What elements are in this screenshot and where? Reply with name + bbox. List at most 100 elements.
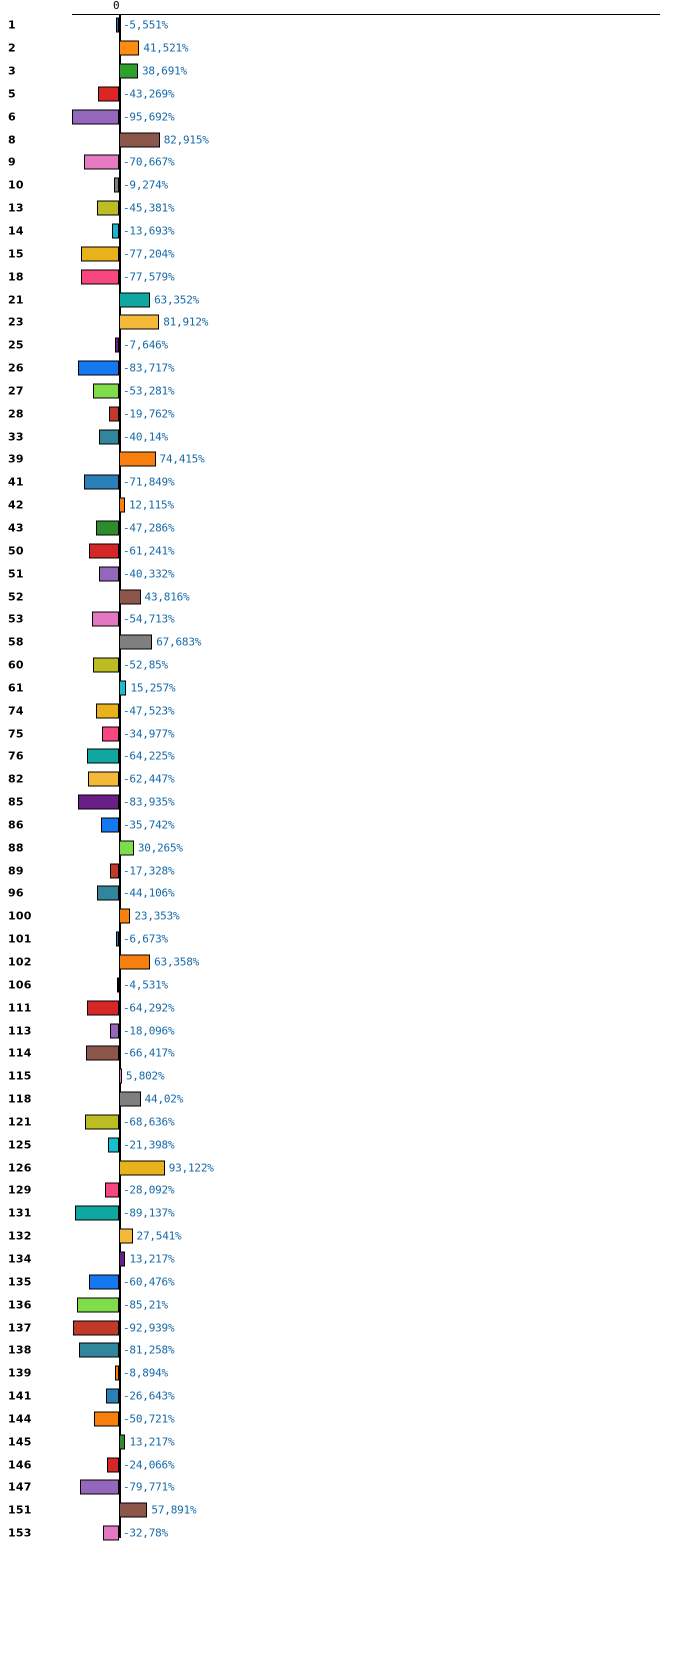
category-label: 53 — [8, 612, 24, 626]
value-bar[interactable] — [101, 726, 119, 742]
value-bar[interactable] — [75, 1205, 119, 1221]
value-bar[interactable] — [119, 908, 131, 924]
chart-row: 3 38,691% — [0, 60, 700, 83]
value-bar[interactable] — [86, 1045, 119, 1061]
bar-area: -47,286% — [0, 517, 700, 540]
value-bar[interactable] — [119, 132, 160, 148]
value-bar[interactable] — [119, 1160, 165, 1176]
value-bar[interactable] — [89, 1274, 119, 1290]
value-label: 44,02% — [144, 1092, 184, 1106]
bar-area: -64,225% — [0, 745, 700, 768]
value-bar[interactable] — [119, 840, 134, 856]
value-label: -4,531% — [123, 978, 168, 992]
value-bar[interactable] — [97, 86, 119, 102]
value-bar[interactable] — [87, 1000, 119, 1016]
category-label: 118 — [8, 1092, 32, 1106]
value-bar[interactable] — [115, 931, 119, 947]
value-bar[interactable] — [84, 154, 119, 170]
value-label: -77,204% — [123, 247, 175, 261]
category-label: 121 — [8, 1115, 32, 1129]
value-bar[interactable] — [119, 1091, 141, 1107]
bar-area: -32,78% — [0, 1522, 700, 1545]
value-bar[interactable] — [115, 337, 119, 353]
value-bar[interactable] — [116, 17, 119, 33]
value-bar[interactable] — [102, 1525, 119, 1541]
value-bar[interactable] — [105, 1388, 119, 1404]
value-bar[interactable] — [94, 1411, 119, 1427]
value-bar[interactable] — [108, 1137, 119, 1153]
value-bar[interactable] — [85, 1114, 119, 1130]
value-bar[interactable] — [81, 246, 119, 262]
value-bar[interactable] — [114, 1365, 119, 1381]
bar-area: -21,398% — [0, 1133, 700, 1156]
value-bar[interactable] — [116, 977, 119, 993]
value-bar[interactable] — [99, 566, 119, 582]
value-bar[interactable] — [119, 589, 141, 605]
value-bar[interactable] — [96, 200, 119, 216]
bar-area: -47,523% — [0, 699, 700, 722]
value-bar[interactable] — [92, 611, 119, 627]
bar-area: -79,771% — [0, 1476, 700, 1499]
value-bar[interactable] — [93, 657, 119, 673]
chart-row: 28 -19,762% — [0, 402, 700, 425]
value-bar[interactable] — [95, 703, 119, 719]
value-bar[interactable] — [107, 1457, 119, 1473]
value-bar[interactable] — [77, 794, 119, 810]
chart-row: 121 -68,636% — [0, 1111, 700, 1134]
value-bar[interactable] — [83, 474, 119, 490]
value-label: -47,523% — [123, 704, 175, 718]
value-bar[interactable] — [119, 680, 127, 696]
value-bar[interactable] — [77, 360, 119, 376]
value-bar[interactable] — [95, 520, 119, 536]
value-bar[interactable] — [87, 748, 119, 764]
value-bar[interactable] — [119, 63, 138, 79]
bar-area: -40,14% — [0, 425, 700, 448]
value-bar[interactable] — [119, 292, 151, 308]
value-bar[interactable] — [77, 1297, 119, 1313]
value-bar[interactable] — [110, 863, 119, 879]
value-bar[interactable] — [79, 1342, 119, 1358]
value-bar[interactable] — [119, 1068, 122, 1084]
value-label: -47,286% — [123, 521, 175, 535]
value-bar[interactable] — [119, 954, 151, 970]
value-bar[interactable] — [110, 1023, 119, 1039]
value-bar[interactable] — [112, 223, 119, 239]
bar-area: 81,912% — [0, 311, 700, 334]
value-bar[interactable] — [79, 1479, 119, 1495]
value-bar[interactable] — [119, 1434, 126, 1450]
value-bar[interactable] — [80, 269, 119, 285]
value-bar[interactable] — [97, 885, 119, 901]
value-bar[interactable] — [105, 1182, 119, 1198]
value-label: 43,816% — [144, 590, 190, 604]
value-bar[interactable] — [99, 429, 119, 445]
bar-area: -77,579% — [0, 265, 700, 288]
value-bar[interactable] — [119, 451, 156, 467]
value-bar[interactable] — [119, 1502, 148, 1518]
value-label: -95,692% — [123, 110, 175, 124]
chart-row: 86 -35,742% — [0, 814, 700, 837]
value-bar[interactable] — [119, 497, 125, 513]
chart-row: 129 -28,092% — [0, 1179, 700, 1202]
value-bar[interactable] — [88, 771, 119, 787]
value-bar[interactable] — [92, 383, 119, 399]
value-bar[interactable] — [119, 1251, 126, 1267]
value-bar[interactable] — [119, 634, 153, 650]
value-bar[interactable] — [101, 817, 119, 833]
value-label: -52,85% — [123, 658, 168, 672]
value-bar[interactable] — [114, 177, 119, 193]
value-bar[interactable] — [88, 543, 119, 559]
chart-row: 82 -62,447% — [0, 768, 700, 791]
chart-row: 43 -47,286% — [0, 517, 700, 540]
value-label: -13,693% — [123, 224, 175, 238]
chart-row: 50 -61,241% — [0, 539, 700, 562]
category-label: 8 — [8, 133, 16, 147]
category-label: 76 — [8, 749, 24, 763]
bar-area: -60,476% — [0, 1270, 700, 1293]
value-bar[interactable] — [72, 109, 119, 125]
value-bar[interactable] — [119, 314, 160, 330]
value-bar[interactable] — [119, 1228, 133, 1244]
value-bar[interactable] — [109, 406, 119, 422]
value-bar[interactable] — [73, 1320, 119, 1336]
chart-row: 138 -81,258% — [0, 1339, 700, 1362]
value-bar[interactable] — [119, 40, 140, 56]
